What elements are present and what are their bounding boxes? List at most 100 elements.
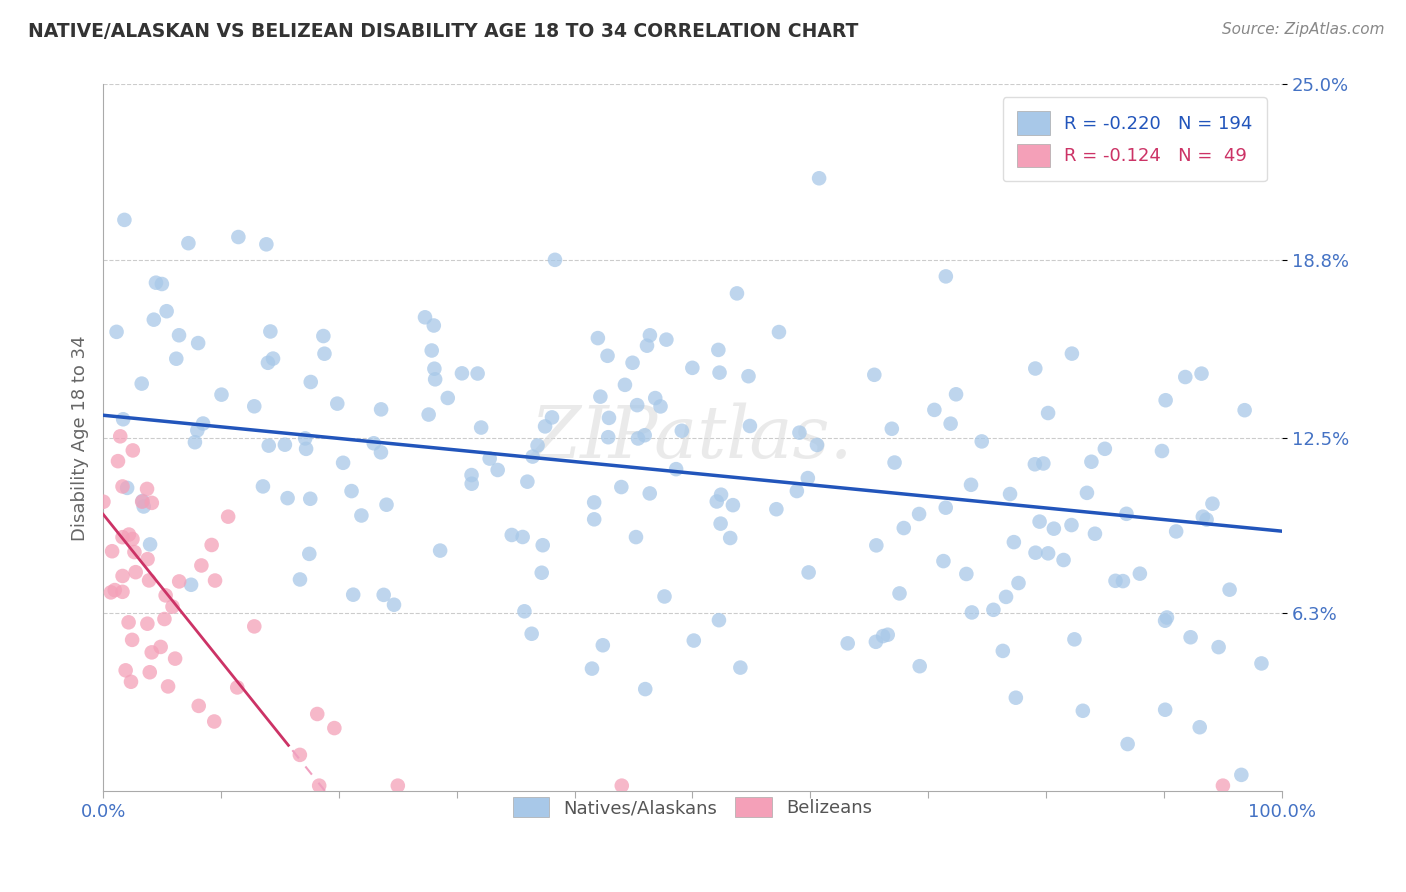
Point [1007, 576, 1029, 591]
Point [737, 369, 759, 384]
Point [530, 566, 553, 580]
Point [308, 779, 330, 793]
Point [202, 714, 225, 729]
Point [1230, 768, 1253, 782]
Point [1212, 779, 1234, 793]
Point [460, 476, 482, 491]
Point [682, 633, 704, 648]
Point [117, 615, 139, 630]
Point [626, 398, 648, 412]
Point [288, 573, 311, 587]
Point [294, 431, 316, 445]
Point [955, 566, 977, 581]
Point [932, 554, 955, 568]
Point [423, 318, 446, 333]
Point [226, 681, 249, 695]
Point [1032, 457, 1054, 471]
Point [1180, 630, 1202, 644]
Point [1156, 610, 1178, 624]
Point [180, 578, 202, 592]
Point [363, 436, 385, 450]
Point [104, 582, 127, 597]
Point [155, 588, 177, 602]
Point [665, 462, 688, 476]
Point [880, 422, 903, 436]
Point [1071, 704, 1094, 718]
Point [156, 304, 179, 318]
Point [1129, 566, 1152, 581]
Point [111, 479, 134, 493]
Point [101, 544, 124, 558]
Point [243, 399, 266, 413]
Point [252, 479, 274, 493]
Point [671, 424, 693, 438]
Point [681, 360, 703, 375]
Point [141, 645, 163, 659]
Point [112, 412, 135, 426]
Point [418, 408, 440, 422]
Point [277, 491, 299, 505]
Point [707, 343, 730, 357]
Point [370, 402, 392, 417]
Point [121, 632, 143, 647]
Point [110, 429, 132, 443]
Point [111, 584, 134, 599]
Point [429, 543, 451, 558]
Point [709, 366, 731, 380]
Point [541, 410, 564, 425]
Point [1104, 574, 1126, 588]
Point [1036, 546, 1059, 560]
Point [141, 496, 163, 510]
Point [136, 552, 159, 566]
Point [634, 428, 657, 442]
Point [991, 644, 1014, 658]
Point [136, 482, 159, 496]
Point [132, 500, 155, 514]
Point [908, 507, 931, 521]
Point [1166, 524, 1188, 539]
Point [121, 532, 143, 546]
Point [644, 391, 666, 405]
Point [340, 484, 363, 499]
Point [342, 588, 364, 602]
Point [131, 494, 153, 508]
Point [460, 468, 482, 483]
Point [598, 410, 620, 425]
Point [387, 779, 409, 793]
Point [382, 598, 405, 612]
Point [1201, 497, 1223, 511]
Point [217, 509, 239, 524]
Point [118, 527, 141, 541]
Point [1112, 574, 1135, 588]
Point [257, 439, 280, 453]
Point [837, 636, 859, 650]
Point [157, 680, 180, 694]
Point [204, 574, 226, 588]
Point [1043, 522, 1066, 536]
Point [707, 613, 730, 627]
Point [738, 419, 761, 434]
Point [725, 286, 748, 301]
Point [299, 491, 322, 506]
Text: Source: ZipAtlas.com: Source: ZipAtlas.com [1222, 22, 1385, 37]
Point [889, 586, 911, 600]
Point [592, 638, 614, 652]
Point [935, 500, 957, 515]
Point [486, 463, 509, 477]
Point [583, 512, 606, 526]
Point [935, 269, 957, 284]
Point [945, 387, 967, 401]
Point [413, 310, 436, 325]
Point [520, 626, 543, 640]
Point [924, 403, 946, 417]
Point [583, 495, 606, 509]
Point [501, 528, 523, 542]
Point [613, 377, 636, 392]
Point [201, 538, 224, 552]
Point [1094, 442, 1116, 456]
Point [808, 171, 831, 186]
Point [526, 438, 548, 452]
Point [1154, 703, 1177, 717]
Point [262, 351, 284, 366]
Point [970, 434, 993, 449]
